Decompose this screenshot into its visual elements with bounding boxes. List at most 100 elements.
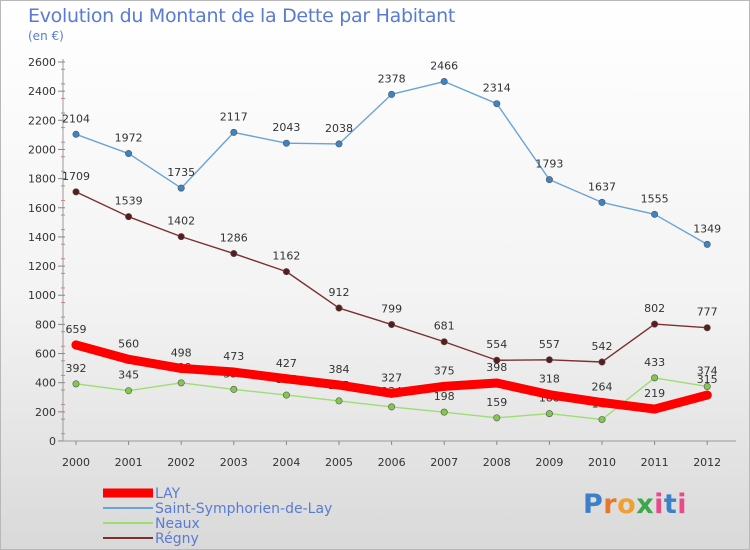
- data-label: 264: [592, 381, 613, 394]
- data-point: [335, 140, 343, 148]
- data-point: [544, 390, 554, 400]
- x-tick-label: 2001: [115, 456, 143, 469]
- y-tick-label: 800: [35, 318, 56, 331]
- data-label: 473: [223, 350, 244, 363]
- data-label: 198: [434, 390, 455, 403]
- x-tick-label: 2006: [378, 456, 406, 469]
- data-label: 374: [697, 364, 718, 377]
- data-label: 2038: [325, 122, 353, 135]
- data-point: [230, 128, 238, 136]
- data-point: [388, 321, 396, 329]
- data-point: [440, 408, 448, 416]
- x-tick-label: 2000: [62, 456, 90, 469]
- data-label: 375: [434, 364, 455, 377]
- data-label: 1162: [272, 250, 300, 263]
- data-label: 1402: [167, 215, 195, 228]
- logo-letter: P: [583, 489, 604, 520]
- data-point: [281, 374, 291, 384]
- data-label: 1735: [167, 166, 195, 179]
- data-point: [493, 356, 501, 364]
- data-label: 557: [539, 338, 560, 351]
- data-point: [282, 391, 290, 399]
- data-point: [492, 378, 502, 388]
- data-point: [125, 387, 133, 395]
- data-point: [72, 380, 80, 388]
- data-point: [597, 398, 607, 408]
- data-label: 2043: [272, 121, 300, 134]
- data-point: [72, 188, 80, 196]
- data-label: 384: [329, 363, 350, 376]
- logo-letter: t: [663, 489, 678, 520]
- data-point: [71, 340, 81, 350]
- data-label: 1349: [693, 222, 721, 235]
- data-point: [334, 380, 344, 390]
- data-point: [335, 304, 343, 312]
- data-point: [703, 324, 711, 332]
- data-point: [388, 403, 396, 411]
- data-label: 560: [118, 337, 139, 350]
- data-point: [598, 416, 606, 424]
- x-tick-label: 2010: [588, 456, 616, 469]
- data-point: [703, 382, 711, 390]
- x-tick-label: 2002: [167, 456, 195, 469]
- data-label: 2378: [378, 72, 406, 85]
- data-point: [650, 404, 660, 414]
- chart-title: Evolution du Montant de la Dette par Hab…: [28, 5, 456, 27]
- logo-letter: i: [677, 489, 688, 520]
- logo-letter: r: [603, 489, 618, 520]
- data-point: [598, 358, 606, 366]
- data-label: 1539: [115, 195, 143, 208]
- logo-letter: o: [617, 489, 637, 520]
- data-label: 2117: [220, 110, 248, 123]
- y-tick-label: 400: [35, 377, 56, 390]
- data-point: [651, 320, 659, 328]
- data-label: 318: [539, 373, 560, 386]
- data-point: [598, 198, 606, 206]
- x-tick-label: 2005: [325, 456, 353, 469]
- data-point: [493, 100, 501, 108]
- data-point: [493, 414, 501, 422]
- y-tick-label: 1200: [28, 260, 56, 273]
- data-label: 799: [381, 303, 402, 316]
- data-label: 345: [118, 369, 139, 382]
- y-tick-label: 1800: [28, 173, 56, 186]
- data-point: [703, 240, 711, 248]
- data-point: [388, 90, 396, 98]
- data-label: 2104: [62, 112, 90, 125]
- data-label: 554: [486, 338, 507, 351]
- data-point: [440, 78, 448, 86]
- y-tick-label: 1000: [28, 289, 56, 302]
- data-label: 1555: [641, 192, 669, 205]
- y-tick-label: 600: [35, 348, 56, 361]
- data-label: 681: [434, 320, 455, 333]
- data-point: [177, 184, 185, 192]
- y-tick-label: 2400: [28, 85, 56, 98]
- data-label: 2466: [430, 60, 458, 73]
- data-point: [651, 374, 659, 382]
- data-label: 398: [486, 361, 507, 374]
- data-label: 912: [329, 286, 350, 299]
- legend-label: LAY: [155, 486, 181, 502]
- proxiti-logo: Proxiti: [583, 489, 687, 520]
- data-label: 315: [697, 373, 718, 386]
- data-point: [72, 130, 80, 138]
- data-point: [702, 390, 712, 400]
- x-tick-label: 2007: [430, 456, 458, 469]
- y-tick-label: 1400: [28, 231, 56, 244]
- data-label: 159: [486, 396, 507, 409]
- data-point: [545, 176, 553, 184]
- data-label: 498: [171, 346, 192, 359]
- data-point: [125, 150, 133, 158]
- data-point: [177, 233, 185, 241]
- data-label: 327: [381, 371, 402, 384]
- y-tick-label: 2600: [28, 56, 56, 69]
- data-point: [229, 367, 239, 377]
- data-point: [125, 213, 133, 221]
- x-tick-label: 2008: [483, 456, 511, 469]
- chart-subtitle: (en €): [28, 29, 64, 43]
- data-label: 427: [276, 357, 297, 370]
- data-label: 1793: [535, 158, 563, 171]
- logo-letter: x: [636, 489, 655, 520]
- data-label: 659: [66, 323, 87, 336]
